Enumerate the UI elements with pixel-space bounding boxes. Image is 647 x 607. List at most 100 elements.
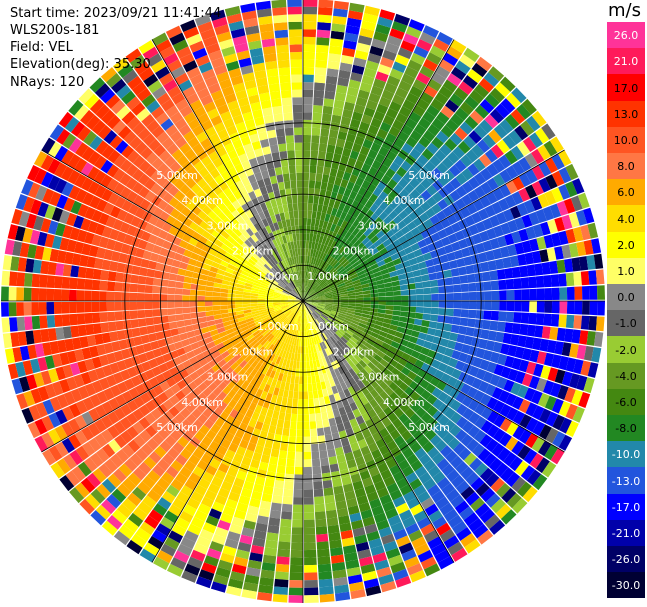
ppi-gate xyxy=(561,342,572,357)
ppi-gate xyxy=(229,571,245,582)
ppi-gate xyxy=(274,339,281,347)
ppi-gate xyxy=(347,327,356,334)
ppi-gate xyxy=(263,177,272,187)
ppi-gate xyxy=(106,515,123,530)
ppi-gate xyxy=(444,347,454,358)
ppi-gate xyxy=(353,343,362,352)
ppi-gate xyxy=(352,527,366,538)
ppi-gate xyxy=(485,472,500,488)
ppi-gate xyxy=(364,484,377,495)
ppi-gate xyxy=(81,347,92,360)
ppi-gate xyxy=(410,459,423,472)
ppi-gate xyxy=(340,258,348,266)
ppi-gate xyxy=(511,231,522,244)
ppi-gate xyxy=(341,537,355,547)
ppi-gate xyxy=(281,243,287,252)
ppi-gate xyxy=(317,366,323,375)
ppi-gate xyxy=(356,380,366,390)
ppi-gate xyxy=(263,350,271,358)
ppi-gate xyxy=(91,356,102,369)
ppi-gate xyxy=(170,66,186,79)
ppi-gate xyxy=(144,165,157,178)
ppi-gate xyxy=(144,301,153,310)
ppi-gate xyxy=(101,259,111,271)
ppi-gate xyxy=(356,270,365,277)
ppi-gate xyxy=(265,305,274,309)
ppi-gate xyxy=(212,287,221,293)
ppi-gate xyxy=(344,552,358,562)
ppi-plot: 1.00km2.00km3.00km4.00km5.00km1.00km2.00… xyxy=(1,0,605,603)
ppi-gate xyxy=(104,458,118,473)
ppi-gate xyxy=(348,79,361,90)
ppi-gate xyxy=(128,512,144,527)
ppi-gate xyxy=(261,227,269,236)
ppi-gate xyxy=(267,311,276,317)
ppi-gate xyxy=(377,220,387,230)
ppi-gate xyxy=(306,315,309,324)
ppi-gate xyxy=(18,211,30,227)
ppi-gate xyxy=(283,420,291,429)
ppi-gate xyxy=(208,382,218,392)
ppi-gate xyxy=(115,394,127,407)
ppi-gate xyxy=(194,484,207,497)
ppi-gate xyxy=(479,119,493,134)
ppi-gate xyxy=(559,301,568,314)
ppi-gate xyxy=(396,220,407,230)
ppi-gate xyxy=(256,8,272,18)
ppi-gate xyxy=(286,320,292,328)
ppi-gate xyxy=(333,225,341,234)
ppi-gate xyxy=(404,556,420,569)
ppi-gate xyxy=(558,150,572,167)
ppi-gate xyxy=(338,461,348,471)
ppi-gate xyxy=(249,225,258,234)
ppi-gate xyxy=(333,233,341,242)
ppi-gate xyxy=(303,240,306,249)
ppi-gate xyxy=(300,301,303,309)
ppi-gate xyxy=(240,212,250,222)
ppi-gate xyxy=(155,218,166,229)
ppi-gate xyxy=(459,317,469,327)
ppi-gate xyxy=(275,380,282,389)
ppi-gate xyxy=(311,210,317,219)
ppi-gate xyxy=(414,418,426,430)
ppi-gate xyxy=(234,267,243,274)
ppi-gate xyxy=(85,493,101,510)
ppi-gate xyxy=(293,112,303,120)
ppi-gate xyxy=(303,255,306,264)
ppi-gate xyxy=(403,376,413,387)
ppi-gate xyxy=(328,214,336,224)
ppi-gate xyxy=(260,202,268,212)
ppi-gate xyxy=(400,40,416,53)
ppi-gate xyxy=(230,28,246,39)
ppi-gate xyxy=(185,178,197,189)
ppi-gate xyxy=(383,318,392,325)
ppi-gate xyxy=(236,446,247,457)
ppi-gate xyxy=(170,478,184,491)
ppi-gate xyxy=(325,151,334,161)
ppi-gate xyxy=(336,138,346,148)
ppi-gate xyxy=(268,313,277,319)
ppi-gate xyxy=(146,100,161,114)
ppi-gate xyxy=(284,473,294,482)
ppi-gate xyxy=(315,327,321,336)
ppi-gate xyxy=(175,454,188,466)
ppi-gate xyxy=(420,347,430,356)
ppi-gate xyxy=(331,114,342,124)
ppi-gate xyxy=(308,256,313,264)
ppi-gate xyxy=(537,440,552,457)
ppi-gate xyxy=(35,185,48,201)
ppi-gate xyxy=(312,120,322,129)
ppi-gate xyxy=(319,243,325,252)
ppi-gate xyxy=(35,402,48,418)
ppi-gate xyxy=(347,305,356,309)
ppi-gate xyxy=(285,135,294,144)
ppi-gate xyxy=(307,263,311,272)
ppi-gate xyxy=(580,315,590,330)
ppi-gate xyxy=(455,391,467,404)
ppi-gate xyxy=(224,449,236,460)
ppi-gate xyxy=(11,378,23,395)
ppi-gate xyxy=(206,315,215,322)
ppi-gate xyxy=(337,235,344,244)
ppi-gate xyxy=(278,67,291,76)
ppi-gate xyxy=(303,323,305,332)
